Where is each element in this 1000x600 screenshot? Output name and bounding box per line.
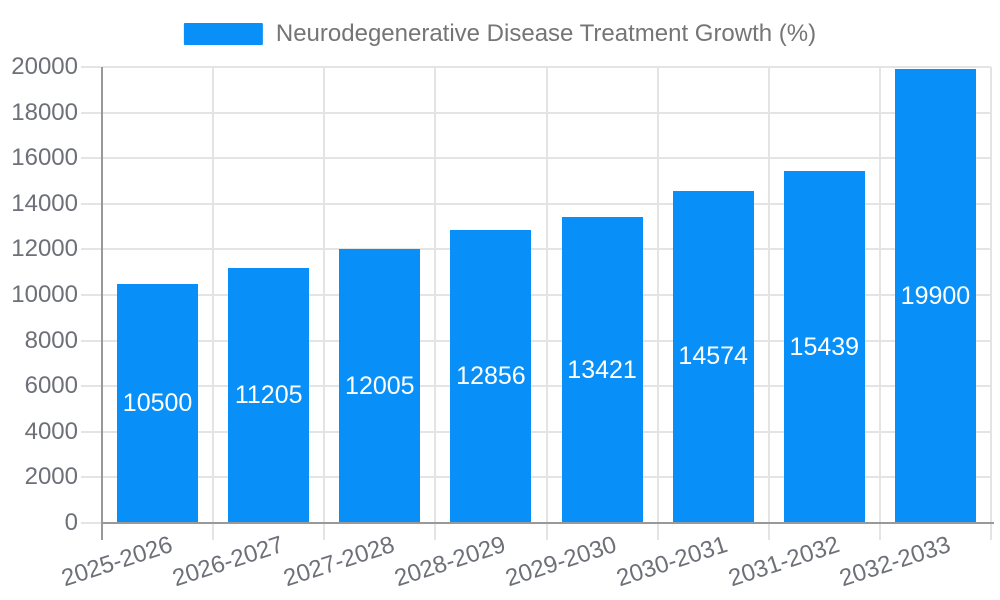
bar: 12005 <box>339 249 421 523</box>
v-gridline <box>434 67 437 523</box>
y-axis-tick <box>81 522 101 524</box>
x-tick-label: 2032-2033 <box>835 531 954 593</box>
y-axis-tick <box>81 430 101 433</box>
bar: 19900 <box>894 69 976 523</box>
v-gridline <box>212 67 215 523</box>
y-axis-tick <box>81 294 101 296</box>
bar-value-label: 15439 <box>789 332 860 361</box>
v-gridline <box>767 67 770 523</box>
y-axis-line <box>101 67 103 540</box>
legend[interactable]: Neurodegenerative Disease Treatment Grow… <box>183 20 817 47</box>
bar-value-label: 10500 <box>122 388 193 417</box>
x-tick-label: 2027-2028 <box>280 531 398 593</box>
v-gridline <box>323 67 326 523</box>
v-gridline <box>990 67 992 523</box>
bar-value-label: 12856 <box>456 361 526 390</box>
y-tick-label: 8000 <box>24 326 78 354</box>
bar-value-label: 19900 <box>900 281 971 310</box>
y-tick-label: 10000 <box>11 281 78 308</box>
y-tick-label: 16000 <box>11 144 78 172</box>
y-axis-tick <box>81 339 101 342</box>
x-axis-tick <box>656 523 659 540</box>
y-tick-label: 2000 <box>24 463 78 491</box>
x-tick-label: 2031-2032 <box>724 531 843 593</box>
y-axis-tick <box>81 476 101 479</box>
y-tick-label: 4000 <box>24 417 78 445</box>
x-axis-tick <box>212 523 215 540</box>
bar: 11205 <box>228 267 310 523</box>
y-axis-tick <box>81 202 101 205</box>
v-gridline <box>656 67 659 523</box>
x-axis-line <box>101 522 994 524</box>
y-axis-tick <box>81 66 101 68</box>
v-gridline <box>878 67 881 523</box>
x-tick-label: 2025-2026 <box>58 531 176 593</box>
y-axis-tick <box>81 157 101 160</box>
x-axis-tick <box>434 523 437 540</box>
x-tick-label: 2030-2031 <box>613 531 732 593</box>
plot-area: 0 2000 4000 6000 8000 10000 12000 14000 16000 180… <box>11 54 994 592</box>
legend-label: Neurodegenerative Disease Treatment Grow… <box>275 20 817 47</box>
x-axis-tick <box>767 523 770 540</box>
bar: 14574 <box>672 190 754 523</box>
x-tick-label: 2026-2027 <box>169 531 287 593</box>
bar: 13421 <box>561 217 643 523</box>
x-axis-tick <box>545 523 548 540</box>
y-tick-label: 20000 <box>11 53 78 80</box>
bar-value-label: 14574 <box>678 342 748 371</box>
y-tick-label: 6000 <box>24 372 78 400</box>
v-gridline <box>545 67 548 523</box>
y-tick-label: 0 <box>64 509 78 536</box>
x-axis-tick <box>878 523 881 540</box>
bar: 12856 <box>450 229 532 523</box>
x-tick-label: 2029-2030 <box>502 531 621 593</box>
x-axis-tick <box>323 523 326 540</box>
bar-value-label: 12005 <box>345 371 415 400</box>
bar: 15439 <box>783 171 865 523</box>
x-tick-label: 2028-2029 <box>391 531 509 593</box>
y-tick-label: 12000 <box>11 235 78 263</box>
y-axis-tick <box>81 248 101 251</box>
y-axis-tick <box>81 111 101 114</box>
y-tick-label: 18000 <box>11 98 78 126</box>
bar-value-label: 11205 <box>234 380 303 409</box>
x-axis-tick <box>990 523 992 540</box>
bar: 10500 <box>117 283 199 523</box>
y-tick-label: 14000 <box>11 189 78 217</box>
legend-swatch-icon <box>183 23 263 45</box>
y-axis-tick <box>81 385 101 388</box>
bar-value-label: 13421 <box>567 355 637 384</box>
